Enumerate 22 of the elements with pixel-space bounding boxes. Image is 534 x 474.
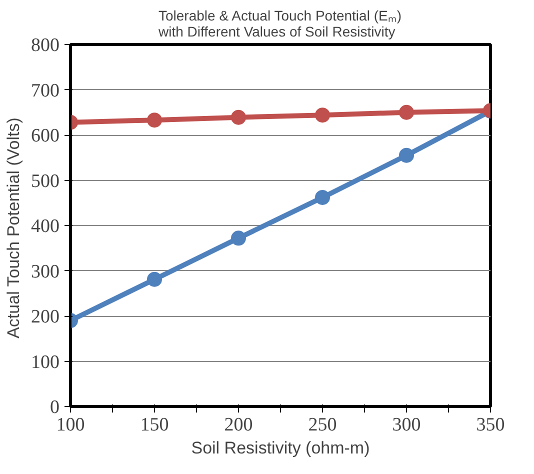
x-axis-title: Soil Resistivity (ohm-m) bbox=[191, 438, 370, 458]
x-tick-label: 350 bbox=[476, 414, 505, 436]
y-tick-label: 200 bbox=[31, 306, 60, 328]
point bbox=[315, 190, 330, 205]
point bbox=[399, 148, 414, 163]
y-tick-label: 700 bbox=[31, 80, 60, 102]
x-tick-label: 200 bbox=[224, 414, 253, 436]
y-tick-label: 100 bbox=[31, 352, 60, 373]
x-tick-label: 250 bbox=[308, 414, 337, 436]
y-tick-label: 400 bbox=[31, 216, 60, 237]
chart-title: Tolerable & Actual Touch Potential (Eₘ) with Different Values of Soil Resistivity bbox=[157, 8, 402, 40]
point bbox=[231, 110, 246, 125]
point bbox=[231, 230, 246, 246]
y-tick-label: 300 bbox=[31, 261, 60, 282]
y-axis-title: Actual Touch Potential (Volts) bbox=[4, 118, 23, 338]
y-tick-label: 500 bbox=[31, 170, 60, 192]
y-tick-label: 600 bbox=[31, 126, 60, 146]
x-tick-label: 150 bbox=[140, 414, 169, 436]
y-tick-label: 800 bbox=[31, 35, 60, 56]
point bbox=[399, 104, 414, 120]
x-tick-label: 300 bbox=[392, 414, 421, 436]
point bbox=[315, 108, 330, 123]
